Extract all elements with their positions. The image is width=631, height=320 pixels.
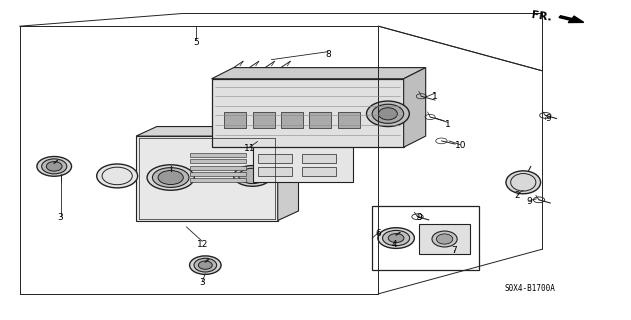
Text: 3: 3 bbox=[57, 213, 63, 222]
Polygon shape bbox=[136, 136, 278, 220]
Ellipse shape bbox=[432, 231, 457, 247]
Bar bbox=[257, 138, 292, 147]
Polygon shape bbox=[211, 68, 426, 79]
Bar bbox=[189, 159, 246, 163]
Bar bbox=[189, 166, 246, 170]
Bar bbox=[224, 112, 246, 128]
Text: 5: 5 bbox=[193, 38, 199, 47]
Bar bbox=[257, 154, 292, 163]
Ellipse shape bbox=[198, 261, 212, 269]
Ellipse shape bbox=[194, 258, 216, 272]
Ellipse shape bbox=[153, 168, 189, 188]
Text: 6: 6 bbox=[375, 229, 381, 238]
Polygon shape bbox=[211, 79, 404, 147]
Bar bbox=[338, 112, 360, 128]
Bar bbox=[302, 138, 336, 147]
Bar bbox=[302, 125, 336, 134]
Text: 3: 3 bbox=[199, 278, 205, 287]
Text: FR.: FR. bbox=[531, 10, 552, 22]
Polygon shape bbox=[404, 68, 426, 147]
Bar bbox=[302, 167, 336, 176]
Bar bbox=[189, 153, 246, 157]
Text: 9: 9 bbox=[527, 197, 533, 206]
Bar bbox=[420, 224, 469, 254]
Text: 9: 9 bbox=[416, 213, 422, 222]
Ellipse shape bbox=[239, 168, 266, 184]
Ellipse shape bbox=[378, 228, 415, 248]
Bar bbox=[189, 172, 246, 176]
Text: 10: 10 bbox=[454, 141, 466, 150]
Text: 7: 7 bbox=[451, 246, 457, 255]
Ellipse shape bbox=[372, 104, 404, 123]
Text: 12: 12 bbox=[196, 240, 208, 249]
Text: 11: 11 bbox=[244, 144, 255, 153]
Bar bbox=[302, 154, 336, 163]
Ellipse shape bbox=[382, 230, 410, 246]
Ellipse shape bbox=[97, 164, 138, 188]
Bar bbox=[189, 179, 246, 182]
Ellipse shape bbox=[379, 108, 398, 120]
Text: 1: 1 bbox=[432, 92, 438, 101]
Text: 4: 4 bbox=[391, 240, 397, 249]
Polygon shape bbox=[252, 122, 353, 182]
Ellipse shape bbox=[46, 162, 62, 171]
Text: S0X4-B1700A: S0X4-B1700A bbox=[504, 284, 555, 292]
Ellipse shape bbox=[506, 171, 541, 194]
Text: 8: 8 bbox=[325, 50, 331, 59]
Bar bbox=[309, 112, 331, 128]
Bar bbox=[257, 125, 292, 134]
Polygon shape bbox=[252, 113, 371, 122]
Polygon shape bbox=[278, 126, 298, 220]
Ellipse shape bbox=[147, 165, 194, 190]
Ellipse shape bbox=[37, 156, 71, 176]
Text: 2: 2 bbox=[514, 190, 520, 200]
Ellipse shape bbox=[42, 159, 67, 174]
Ellipse shape bbox=[189, 256, 221, 274]
Bar bbox=[257, 167, 292, 176]
Text: 9: 9 bbox=[546, 114, 551, 123]
Ellipse shape bbox=[388, 234, 404, 243]
Ellipse shape bbox=[158, 171, 183, 185]
Polygon shape bbox=[136, 126, 298, 136]
Bar bbox=[252, 112, 274, 128]
Bar bbox=[281, 112, 303, 128]
Ellipse shape bbox=[233, 165, 271, 186]
FancyArrow shape bbox=[559, 16, 584, 22]
Text: 1: 1 bbox=[445, 120, 451, 130]
Ellipse shape bbox=[367, 101, 410, 126]
Ellipse shape bbox=[437, 234, 453, 244]
